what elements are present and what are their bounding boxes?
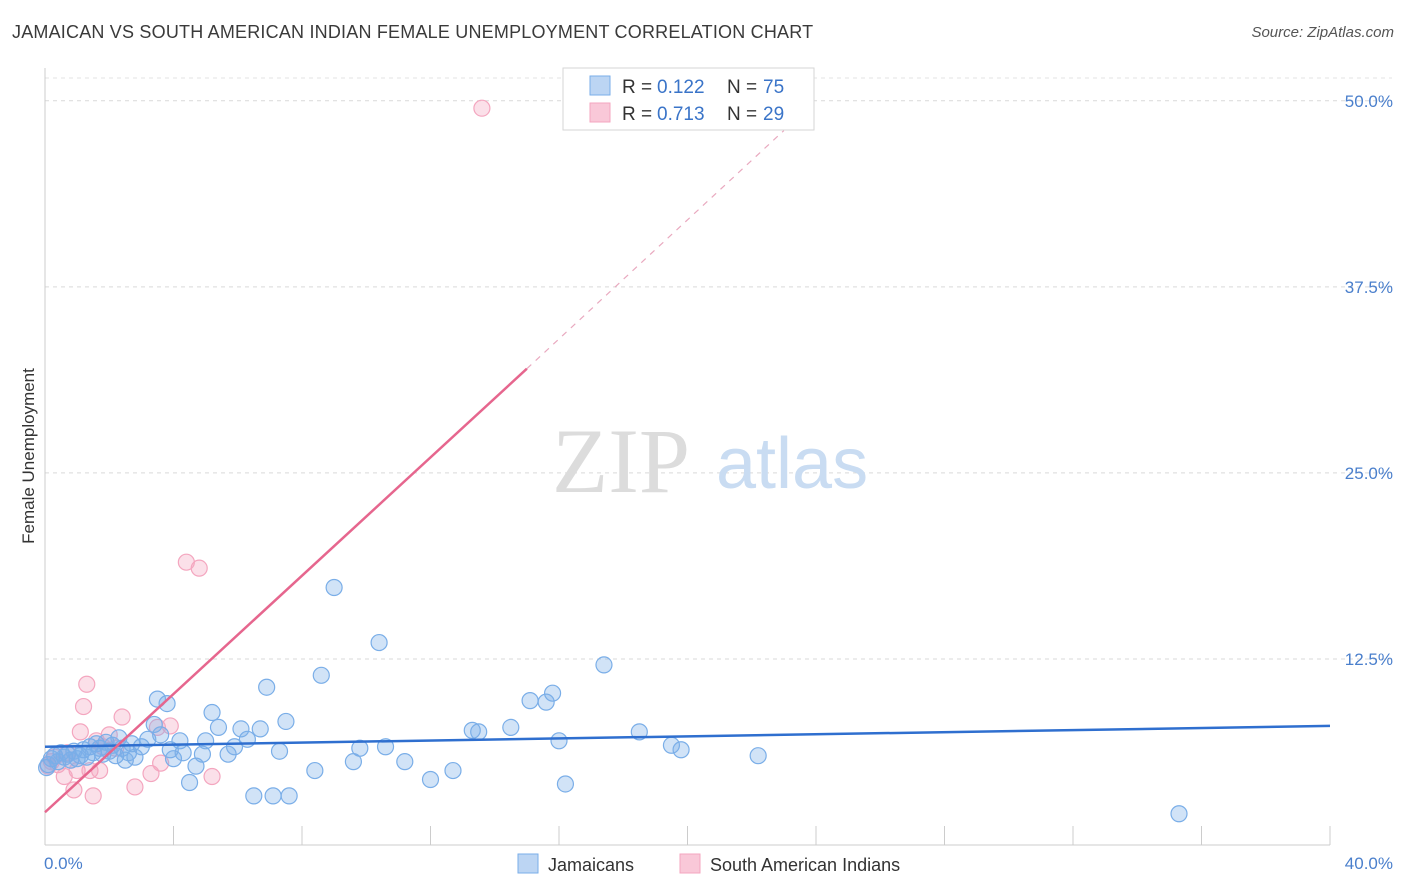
jamaican-point-52 [270, 742, 289, 760]
jamaican-point-43 [209, 718, 228, 737]
sai-point-9 [71, 723, 89, 741]
jamaican-point-29 [139, 730, 157, 748]
chart-title: JAMAICAN VS SOUTH AMERICAN INDIAN FEMALE… [12, 22, 814, 42]
legend-n-value-2: 29 [763, 104, 784, 125]
jamaican-point-50 [258, 678, 276, 696]
jamaican-point-68 [521, 692, 539, 710]
jamaican-points [38, 578, 1188, 823]
jamaican-trend-line [44, 724, 1331, 749]
y-tick-label-2: 37.5% [1345, 278, 1393, 297]
legend-n-label-1: N = [727, 77, 757, 98]
y-tick-labels: 12.5% 25.0% 37.5% 50.0% [1345, 92, 1393, 669]
jamaican-point-56 [312, 666, 330, 684]
jamaican-point-46 [232, 720, 250, 738]
jamaican-point-37 [174, 744, 192, 762]
jamaican-point-30 [145, 715, 163, 734]
watermark-zip: ZIP [552, 410, 690, 512]
jamaican-point-69 [537, 693, 555, 711]
jamaican-point-63 [421, 770, 440, 789]
trend-lines [44, 130, 1331, 814]
jamaican-point-41 [197, 732, 215, 750]
jamaican-point-49 [251, 720, 269, 738]
jamaican-point-73 [595, 656, 613, 674]
x-tick-labels: 0.0% 40.0% [44, 854, 1393, 873]
jamaican-point-42 [203, 703, 221, 722]
jamaican-point-40 [193, 745, 212, 763]
jamaican-point-77 [749, 747, 767, 765]
jamaican-point-76 [672, 741, 690, 759]
sai-trend-line-extension [526, 130, 785, 370]
legend-r-value-1: 0.122 [657, 77, 705, 98]
jamaican-point-48 [245, 787, 263, 805]
sai-point-23 [152, 754, 170, 772]
sai-point-28 [473, 99, 491, 117]
jamaican-point-51 [264, 787, 282, 805]
legend-n-label-2: N = [727, 104, 757, 125]
legend-n-value-1: 75 [763, 77, 784, 98]
jamaican-point-66 [470, 723, 488, 741]
x-tick-label-0: 0.0% [44, 854, 83, 873]
jamaican-point-78 [1170, 805, 1188, 823]
sai-point-15 [91, 761, 109, 780]
bottom-legend-swatch-sai [679, 853, 701, 874]
jamaican-point-27 [126, 748, 144, 766]
sai-point-19 [113, 708, 131, 726]
jamaican-point-47 [238, 730, 256, 748]
jamaican-point-53 [277, 712, 295, 731]
bottom-legend-sai: South American Indians [710, 855, 900, 875]
jamaican-point-64 [444, 761, 462, 780]
jamaican-point-72 [556, 775, 575, 793]
jamaican-point-79 [38, 758, 56, 777]
jamaican-point-33 [158, 694, 176, 713]
sai-trend-line [44, 367, 528, 814]
jamaican-point-71 [550, 732, 568, 750]
y-tick-label-3: 50.0% [1345, 92, 1393, 111]
legend-swatch-sai [589, 102, 611, 123]
jamaican-point-70 [543, 684, 562, 702]
jamaican-point-62 [396, 753, 414, 771]
jamaican-point-61 [376, 738, 395, 756]
jamaican-point-26 [123, 735, 141, 753]
watermark-atlas: atlas [716, 424, 868, 504]
grid-lines [45, 77, 1392, 660]
legend-r-label-2: R = [622, 104, 652, 125]
sai-points [39, 99, 491, 805]
jamaican-point-38 [180, 773, 199, 792]
legend-r-label-1: R = [622, 77, 652, 98]
watermark: ZIP atlas [552, 410, 868, 512]
jamaican-point-54 [280, 787, 298, 805]
axes [44, 68, 1331, 846]
jamaican-point-57 [325, 578, 343, 597]
jamaican-point-59 [351, 739, 369, 757]
sai-point-27 [203, 767, 221, 786]
y-axis-label: Female Unemployment [19, 368, 38, 544]
jamaican-point-60 [370, 633, 388, 652]
legend-r-value-2: 0.713 [657, 104, 705, 125]
jamaican-point-55 [306, 761, 324, 780]
sai-point-7 [65, 781, 83, 799]
top-legend: R = 0.122 N = 75 R = 0.713 N = 29 [562, 67, 815, 131]
bottom-legend-swatch-jamaicans [517, 853, 539, 874]
jamaican-point-65 [463, 721, 481, 739]
jamaican-point-35 [164, 750, 183, 768]
sai-point-10 [74, 697, 93, 716]
source-label: Source: ZipAtlas.com [1251, 24, 1394, 41]
y-tick-label-0: 12.5% [1345, 650, 1393, 669]
jamaican-point-67 [502, 718, 520, 737]
sai-point-26 [190, 559, 208, 577]
sai-point-11 [78, 675, 96, 693]
legend-swatch-jamaicans [589, 75, 611, 96]
bottom-legend-jamaicans: Jamaicans [548, 855, 634, 875]
sai-point-20 [126, 778, 144, 796]
y-tick-label-1: 25.0% [1345, 464, 1393, 483]
jamaican-point-32 [152, 726, 170, 744]
x-tick-label-1: 40.0% [1345, 854, 1393, 873]
bottom-legend: Jamaicans South American Indians [517, 853, 900, 875]
sai-point-13 [84, 787, 102, 805]
